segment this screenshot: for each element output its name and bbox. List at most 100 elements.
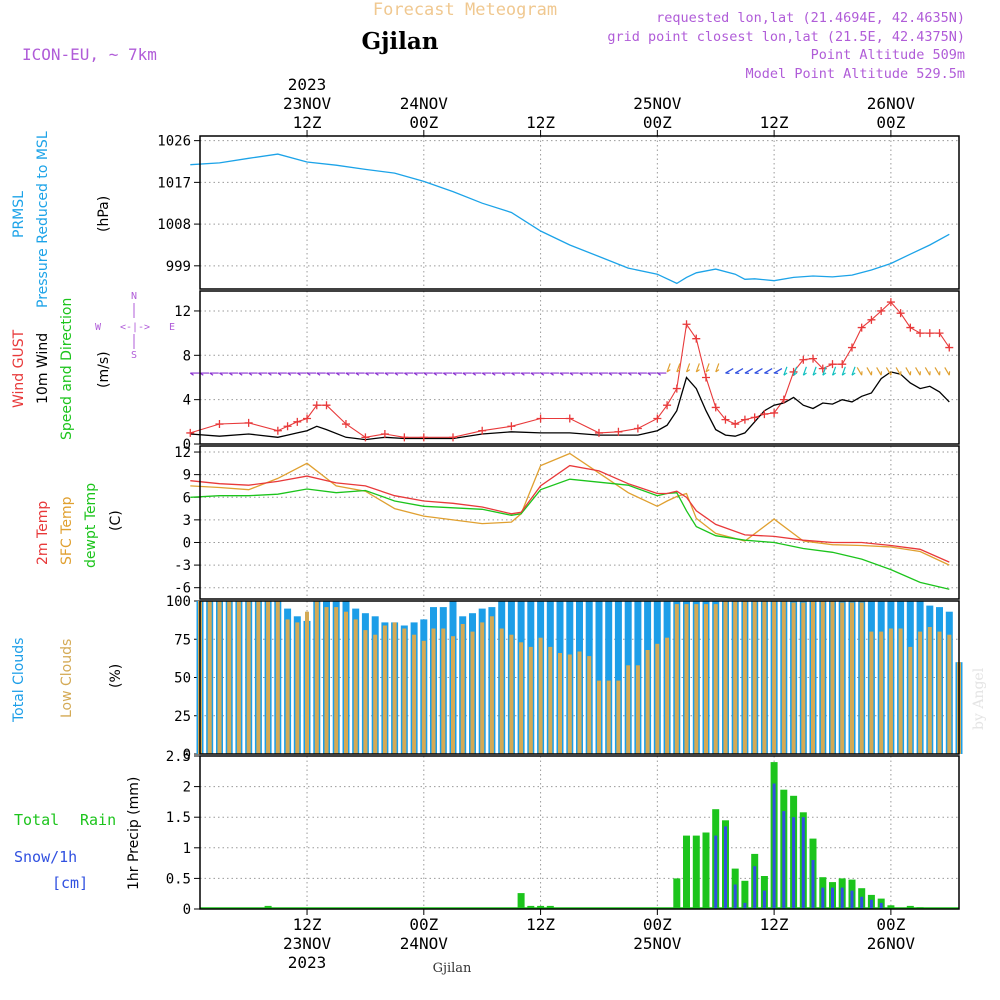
low-cloud-bar	[704, 604, 708, 754]
precip-label-total: Total	[14, 811, 59, 829]
bottom-time-label: 2023	[288, 953, 327, 972]
gust-marker	[692, 334, 701, 343]
snow-bar	[821, 887, 825, 909]
wind-ytick-label: 0	[183, 437, 191, 453]
gust-marker	[322, 401, 331, 410]
wind-ytick-label: 8	[183, 348, 191, 364]
snow-bar	[801, 817, 805, 909]
snow-bar	[762, 890, 766, 909]
low-cloud-bar	[382, 625, 387, 754]
pressure-line	[190, 153, 950, 285]
temp-labels: 2m Temp SFC Temp dewpt Temp (C)	[35, 483, 124, 568]
wind-ytick-label: 4	[183, 393, 191, 409]
wind-barb	[433, 372, 443, 376]
snow-bar	[714, 835, 718, 909]
low-cloud-bar	[402, 628, 407, 754]
pressure-ytick-label: 1008	[157, 217, 191, 233]
wind-barb	[452, 372, 462, 376]
bottom-time-label: 24NOV	[400, 934, 449, 953]
low-cloud-bar	[275, 601, 280, 754]
low-cloud-bar	[421, 640, 426, 754]
gust-marker	[215, 420, 224, 429]
temp-label-1: 2m Temp	[35, 501, 51, 565]
wind-label-2: 10m Wind	[35, 333, 51, 404]
wind-barb	[685, 363, 691, 373]
wind-barb	[501, 372, 511, 376]
low-cloud-bar	[460, 624, 465, 754]
top-time-label: 25NOV	[633, 94, 682, 113]
wind-frame	[199, 290, 960, 445]
wind-barb	[608, 372, 618, 376]
gust-marker	[449, 433, 457, 442]
bottom-time-label: 00Z	[643, 915, 672, 934]
temp-unit: (C)	[108, 510, 124, 531]
low-cloud-bar	[217, 601, 222, 754]
gust-marker	[380, 430, 389, 439]
precip-ytick-label: 1	[183, 841, 191, 857]
wind-barb	[924, 367, 931, 376]
low-cloud-bar	[344, 611, 348, 754]
snow-bar	[772, 783, 776, 909]
precip-labels: Total Rain Snow/1h [cm] 1hr Precip (mm)	[14, 777, 142, 892]
pressure-label-2: Pressure Reduced to MSL	[35, 131, 51, 308]
snow-bar	[743, 902, 747, 909]
gust-marker	[702, 373, 710, 382]
wind-barb	[934, 367, 941, 376]
pressure-unit: (hPa)	[96, 196, 112, 232]
top-time-label: 2023	[288, 75, 327, 94]
rain-bar	[692, 835, 700, 909]
wind-barb	[705, 363, 710, 373]
low-cloud-bar	[733, 601, 738, 754]
low-cloud-bar	[480, 622, 485, 754]
wind-barb	[915, 367, 921, 376]
low-cloud-bar	[373, 634, 378, 754]
gust-marker	[799, 355, 808, 364]
top-time-label: 26NOV	[867, 94, 916, 113]
gust-marker	[478, 426, 487, 435]
temp2m-line	[190, 464, 950, 563]
gust-marker	[760, 410, 769, 419]
low-cloud-bar	[353, 619, 358, 754]
low-cloud-bar	[752, 601, 757, 754]
low-cloud-bar	[694, 604, 699, 754]
wind-barb	[413, 372, 424, 376]
low-cloud-bar	[626, 665, 631, 754]
wind-barb	[725, 368, 734, 374]
low-cloud-bar	[937, 631, 942, 754]
sfc-temp-line	[190, 452, 950, 566]
wind-label-1: Wind GUST	[11, 329, 27, 408]
wind-barb	[734, 368, 744, 374]
low-cloud-bar	[567, 654, 572, 754]
clouds-ytick-label: 25	[174, 709, 191, 725]
temp-ytick-label: 0	[183, 535, 191, 551]
gust-marker	[419, 433, 428, 442]
wind-barb	[856, 367, 863, 376]
wind-barb	[511, 372, 521, 376]
wind-barb	[598, 372, 608, 376]
pressure-ytick-label: 1017	[157, 175, 191, 191]
gust-marker	[312, 401, 321, 410]
precip-ytick-label: 2.5	[166, 749, 191, 765]
wind-barb	[209, 372, 219, 376]
low-cloud-bar	[528, 646, 533, 754]
low-cloud-bar	[314, 601, 319, 754]
snow-bar	[869, 899, 873, 909]
wind-barb	[812, 366, 817, 376]
gust-marker	[293, 417, 302, 426]
precip-ytick-label: 0.5	[166, 871, 191, 887]
bottom-time-label: 26NOV	[867, 934, 916, 953]
grid-point-coords: grid point closest lon,lat (21.5E, 42.43…	[607, 29, 965, 45]
top-time-label: 00Z	[876, 113, 905, 132]
dewpt-line	[190, 478, 950, 590]
gust-marker	[672, 384, 681, 393]
gust-marker	[847, 343, 856, 352]
rain-bar	[537, 905, 545, 909]
precip-ytick-label: 0	[183, 902, 191, 918]
compass-s: S	[131, 350, 137, 361]
rain-bar	[887, 905, 895, 909]
compass-e: E	[169, 322, 175, 333]
low-cloud-bar	[674, 604, 679, 754]
gust-marker	[828, 360, 837, 369]
cloud-unit: (%)	[108, 664, 124, 688]
wind-barb	[345, 372, 355, 376]
